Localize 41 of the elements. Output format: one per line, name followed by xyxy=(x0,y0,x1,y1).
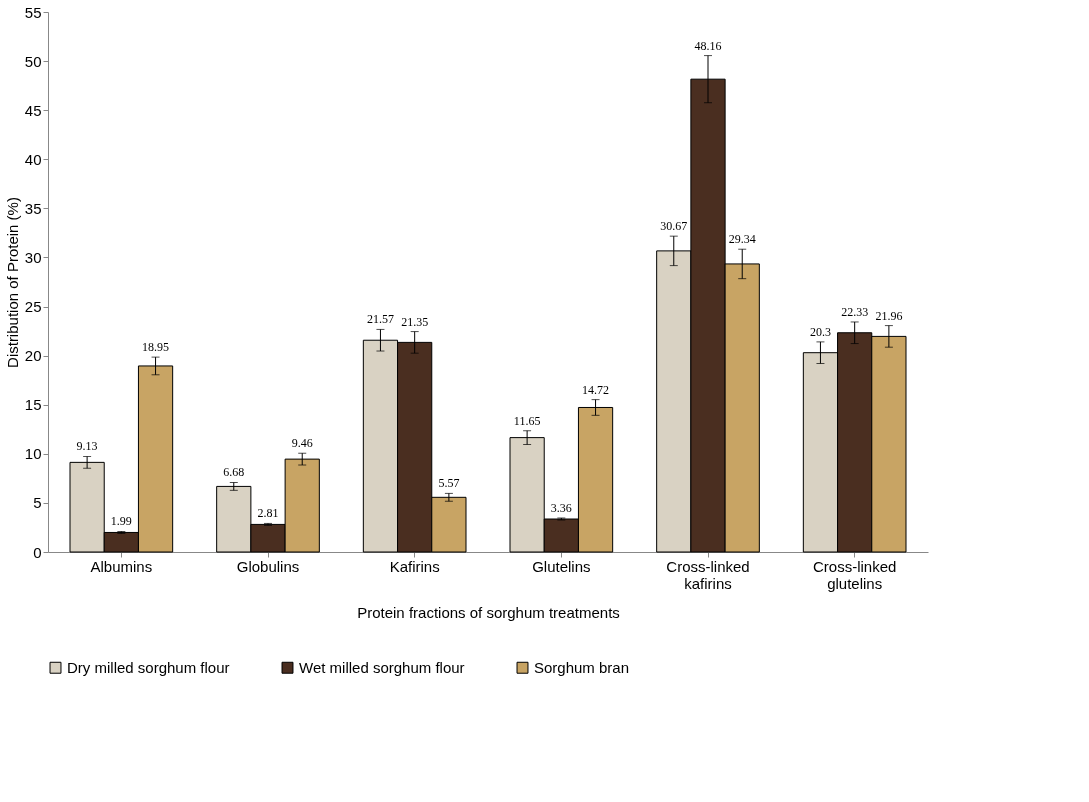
data-label: 1.99 xyxy=(110,514,132,529)
data-label: 5.57 xyxy=(438,476,460,491)
x-tick-label: Cross-linked glutelins xyxy=(812,557,897,592)
data-label: 21.96 xyxy=(875,308,903,323)
y-tick-label: 0 xyxy=(33,543,42,561)
legend-label: Wet milled sorghum flour xyxy=(299,658,465,676)
data-label: 21.35 xyxy=(401,314,429,329)
data-label: 14.72 xyxy=(582,382,610,397)
x-tick-label: Globulins xyxy=(236,557,300,575)
data-label: 2.81 xyxy=(257,506,279,521)
data-label: 21.57 xyxy=(366,312,394,327)
y-tick-label: 15 xyxy=(24,396,42,414)
data-label: 18.95 xyxy=(142,340,170,355)
x-axis-title: Protein fractions of sorghum treatments xyxy=(357,603,620,621)
y-tick-label: 25 xyxy=(24,298,42,316)
y-tick-label: 5 xyxy=(33,494,42,512)
y-tick-label: 10 xyxy=(24,445,42,463)
data-label: 29.34 xyxy=(728,232,756,247)
data-label: 11.65 xyxy=(513,413,541,428)
y-axis-title: Distribution of Protein (%) xyxy=(3,197,21,368)
x-tick-label: Glutelins xyxy=(532,557,591,575)
data-label: 48.16 xyxy=(694,38,722,53)
data-label: 22.33 xyxy=(841,304,869,319)
data-label: 30.67 xyxy=(660,219,688,234)
legend-label: Sorghum bran xyxy=(534,658,630,676)
y-tick-label: 35 xyxy=(24,199,42,217)
y-tick-label: 20 xyxy=(24,347,42,365)
y-tick-label: 30 xyxy=(24,248,42,266)
y-tick-label: 50 xyxy=(24,52,42,70)
x-tick-label: Cross-linked kafirins xyxy=(666,557,750,592)
x-tick-label: Kafirins xyxy=(389,557,440,575)
legend-label: Dry milled sorghum flour xyxy=(67,658,230,676)
data-label: 9.46 xyxy=(291,436,313,451)
data-label: 20.3 xyxy=(809,324,831,339)
data-label: 3.36 xyxy=(550,501,572,516)
data-label: 6.68 xyxy=(223,465,245,480)
x-tick-label: Albumins xyxy=(90,557,153,575)
y-tick-label: 55 xyxy=(24,3,42,21)
y-tick-label: 40 xyxy=(24,150,42,168)
y-tick-label: 45 xyxy=(24,101,42,119)
data-label: 9.13 xyxy=(76,439,98,454)
